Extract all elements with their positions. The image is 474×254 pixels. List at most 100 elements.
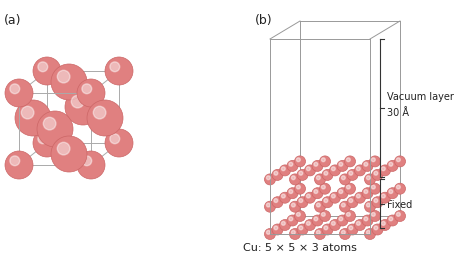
- Circle shape: [272, 170, 283, 181]
- Circle shape: [380, 193, 391, 203]
- Circle shape: [341, 176, 345, 180]
- Circle shape: [315, 174, 326, 185]
- Circle shape: [33, 130, 61, 157]
- Circle shape: [349, 199, 353, 203]
- Circle shape: [347, 170, 358, 181]
- Circle shape: [319, 211, 330, 222]
- Circle shape: [317, 176, 320, 180]
- Circle shape: [321, 213, 325, 216]
- Text: (b): (b): [255, 14, 273, 27]
- Circle shape: [105, 58, 133, 86]
- Circle shape: [366, 176, 370, 180]
- Circle shape: [38, 134, 48, 144]
- Circle shape: [356, 221, 360, 225]
- Circle shape: [287, 188, 298, 199]
- Circle shape: [306, 194, 310, 198]
- Circle shape: [93, 107, 106, 119]
- Circle shape: [312, 161, 323, 172]
- Text: 30 Å: 30 Å: [387, 108, 409, 118]
- Circle shape: [82, 85, 91, 94]
- Circle shape: [380, 165, 391, 176]
- Circle shape: [372, 158, 375, 162]
- Circle shape: [349, 172, 353, 176]
- Circle shape: [43, 118, 56, 130]
- Circle shape: [280, 165, 291, 176]
- Circle shape: [355, 220, 365, 231]
- Circle shape: [312, 188, 323, 199]
- Circle shape: [314, 217, 318, 221]
- Circle shape: [380, 220, 391, 231]
- Circle shape: [356, 167, 360, 171]
- Circle shape: [355, 193, 365, 203]
- Circle shape: [372, 170, 383, 181]
- Circle shape: [339, 229, 350, 240]
- Circle shape: [396, 158, 400, 162]
- Circle shape: [374, 172, 378, 176]
- Circle shape: [382, 221, 385, 225]
- Circle shape: [345, 183, 356, 194]
- Circle shape: [324, 199, 328, 203]
- Circle shape: [362, 161, 373, 172]
- Circle shape: [264, 229, 275, 240]
- Circle shape: [319, 156, 330, 167]
- Circle shape: [315, 201, 326, 212]
- Circle shape: [290, 229, 301, 240]
- Circle shape: [331, 221, 335, 225]
- Circle shape: [294, 211, 306, 222]
- Text: Fixed: Fixed: [387, 199, 412, 209]
- Circle shape: [322, 197, 333, 208]
- Circle shape: [355, 165, 365, 176]
- Circle shape: [345, 211, 356, 222]
- Circle shape: [299, 172, 303, 176]
- Circle shape: [394, 183, 405, 194]
- Circle shape: [329, 193, 340, 203]
- Circle shape: [296, 213, 300, 216]
- Circle shape: [347, 224, 358, 235]
- Circle shape: [324, 172, 328, 176]
- Circle shape: [57, 143, 70, 155]
- Circle shape: [38, 63, 48, 72]
- Circle shape: [370, 211, 381, 222]
- Circle shape: [341, 231, 345, 234]
- Circle shape: [329, 165, 340, 176]
- Circle shape: [289, 163, 293, 167]
- Circle shape: [306, 167, 310, 171]
- Circle shape: [264, 174, 275, 185]
- Circle shape: [364, 190, 368, 194]
- Circle shape: [304, 193, 316, 203]
- Circle shape: [387, 188, 398, 199]
- Circle shape: [389, 163, 393, 167]
- Circle shape: [341, 203, 345, 207]
- Circle shape: [339, 163, 343, 167]
- Circle shape: [337, 161, 348, 172]
- Circle shape: [87, 101, 123, 136]
- Circle shape: [315, 229, 326, 240]
- Circle shape: [365, 201, 375, 212]
- Circle shape: [274, 226, 278, 230]
- Circle shape: [312, 215, 323, 226]
- Circle shape: [364, 163, 368, 167]
- Circle shape: [71, 96, 84, 108]
- Circle shape: [389, 190, 393, 194]
- Circle shape: [339, 174, 350, 185]
- Circle shape: [289, 190, 293, 194]
- Circle shape: [296, 185, 300, 189]
- Circle shape: [372, 197, 383, 208]
- Circle shape: [105, 130, 133, 157]
- Circle shape: [331, 194, 335, 198]
- Circle shape: [65, 90, 101, 125]
- Circle shape: [296, 158, 300, 162]
- Circle shape: [292, 176, 295, 180]
- Circle shape: [346, 213, 350, 216]
- Circle shape: [339, 190, 343, 194]
- Circle shape: [339, 201, 350, 212]
- Text: Cu: 5 × 5 × 3 atoms: Cu: 5 × 5 × 3 atoms: [243, 242, 357, 252]
- Circle shape: [294, 156, 306, 167]
- Circle shape: [290, 201, 301, 212]
- Circle shape: [322, 224, 333, 235]
- Circle shape: [317, 203, 320, 207]
- Circle shape: [382, 194, 385, 198]
- Circle shape: [321, 158, 325, 162]
- Circle shape: [370, 183, 381, 194]
- Circle shape: [297, 197, 308, 208]
